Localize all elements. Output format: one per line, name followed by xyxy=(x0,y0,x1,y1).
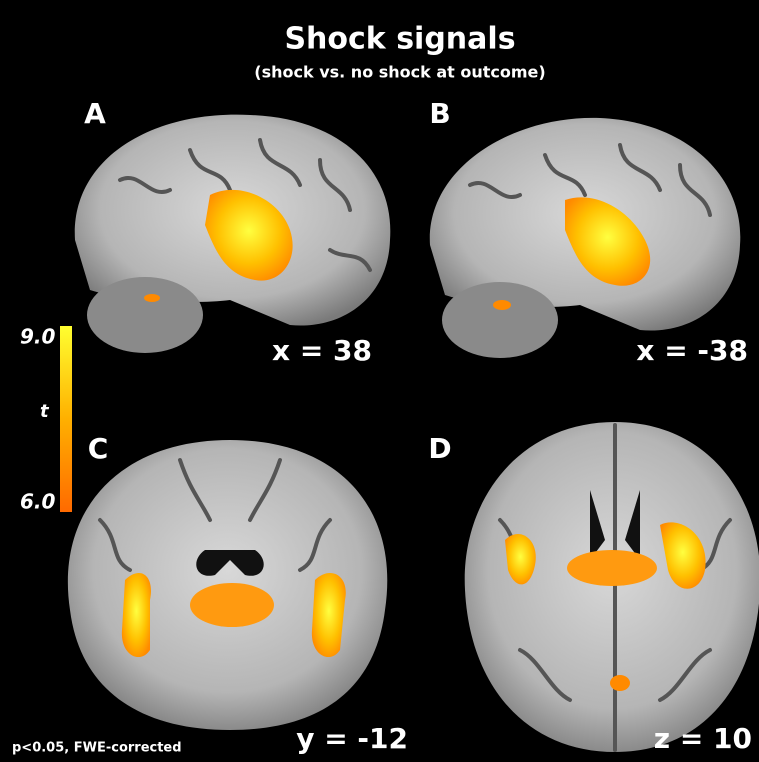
brain-sagittal-b xyxy=(429,117,741,358)
panel-label: D xyxy=(428,432,451,465)
brain-coronal-c xyxy=(67,440,388,730)
panel-label: B xyxy=(429,97,450,130)
brain-sagittal-a xyxy=(74,114,391,353)
slice-coordinate: y = -12 xyxy=(296,722,408,755)
colorbar xyxy=(60,326,72,512)
panel-label: A xyxy=(84,97,106,130)
footnote: p<0.05, FWE-corrected xyxy=(12,741,182,756)
subtitle: (shock vs. no shock at outcome) xyxy=(254,63,545,82)
brain-axial-d xyxy=(464,422,759,752)
slice-coordinate: x = 38 xyxy=(272,334,372,367)
slice-coordinate: x = -38 xyxy=(636,334,748,367)
colorbar-variable: t xyxy=(40,401,50,422)
slice-coordinate: z = 10 xyxy=(654,722,752,755)
title: Shock signals xyxy=(284,22,515,57)
colorbar-min: 6.0 xyxy=(20,490,56,514)
panel-label: C xyxy=(88,432,109,465)
colorbar-max: 9.0 xyxy=(20,325,56,349)
